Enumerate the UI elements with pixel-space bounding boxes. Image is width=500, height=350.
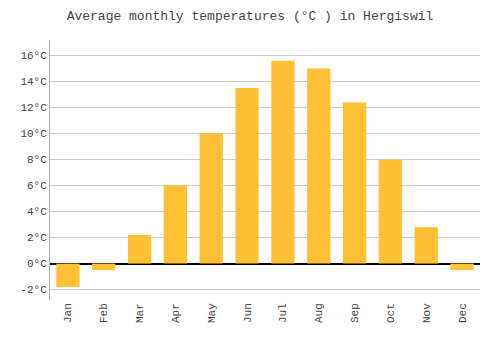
svg-text:Feb: Feb	[98, 303, 110, 323]
svg-text:Average monthly temperatures (: Average monthly temperatures (°C ) in He…	[67, 9, 434, 24]
svg-text:10°C: 10°C	[20, 128, 47, 140]
svg-text:Dec: Dec	[457, 303, 469, 323]
svg-text:Sep: Sep	[349, 303, 361, 323]
svg-text:0°C: 0°C	[27, 258, 47, 270]
svg-text:Aug: Aug	[313, 303, 325, 323]
svg-text:Jan: Jan	[62, 303, 74, 323]
svg-text:Mar: Mar	[134, 303, 146, 323]
svg-text:Oct: Oct	[385, 303, 397, 323]
svg-text:16°C: 16°C	[20, 50, 47, 62]
svg-text:4°C: 4°C	[27, 206, 47, 218]
svg-text:Jul: Jul	[277, 303, 289, 323]
svg-text:Apr: Apr	[170, 303, 182, 323]
svg-text:12°C: 12°C	[20, 102, 47, 114]
svg-text:-2°C: -2°C	[20, 284, 47, 296]
svg-text:14°C: 14°C	[20, 76, 47, 88]
svg-text:Nov: Nov	[421, 303, 433, 323]
svg-text:2°C: 2°C	[27, 232, 47, 244]
svg-text:8°C: 8°C	[27, 154, 47, 166]
svg-text:6°C: 6°C	[27, 180, 47, 192]
svg-text:Jun: Jun	[242, 303, 254, 323]
svg-text:May: May	[206, 303, 218, 323]
